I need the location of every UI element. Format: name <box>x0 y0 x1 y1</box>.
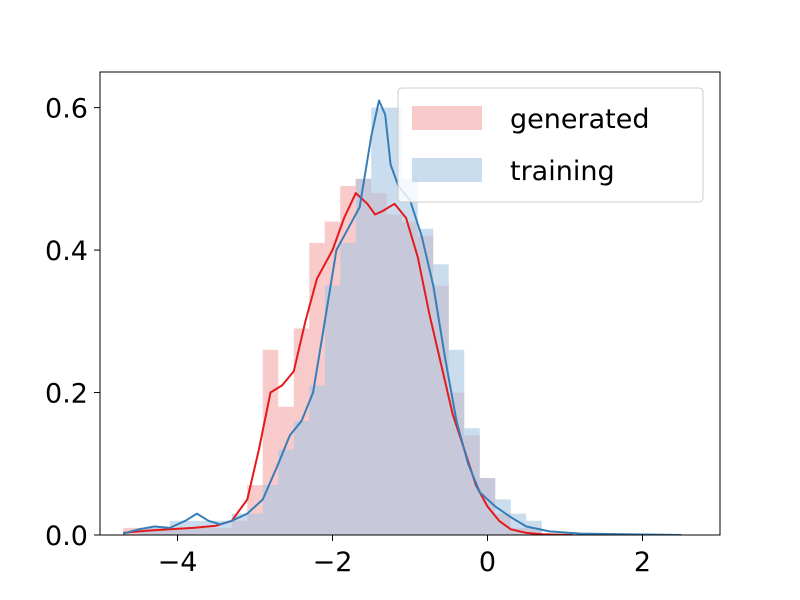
training-bar <box>402 178 418 535</box>
series-training <box>138 107 542 535</box>
training-bar <box>200 520 217 535</box>
training-bar <box>278 449 294 535</box>
y-tick-label: 0.6 <box>45 94 88 125</box>
x-axis: −4 −2 0 2 <box>158 535 651 578</box>
training-bar <box>293 421 310 535</box>
training-bar <box>262 485 279 535</box>
training-bar <box>386 107 403 535</box>
training-bar <box>433 264 449 535</box>
x-tick-label: −4 <box>158 547 198 578</box>
plot-frame <box>99 71 721 536</box>
training-density-line <box>122 99 682 535</box>
legend-swatch-generated <box>412 106 482 130</box>
plot-area <box>122 99 682 535</box>
training-bar <box>417 228 434 535</box>
x-tick-label: 0 <box>479 547 496 578</box>
training-bar <box>154 527 170 535</box>
x-tick-label: −2 <box>313 547 353 578</box>
x-tick-label: 2 <box>634 547 651 578</box>
training-bar <box>371 107 387 535</box>
legend-label-generated: generated <box>510 104 649 135</box>
training-bar <box>355 178 372 535</box>
y-tick-label: 0.0 <box>45 521 88 552</box>
legend-swatch-training <box>412 158 482 182</box>
generated-density-line <box>123 192 573 535</box>
y-tick-label: 0.2 <box>45 379 88 410</box>
training-bar <box>324 285 341 535</box>
training-bar <box>309 385 325 535</box>
training-bar <box>340 242 356 535</box>
training-bar <box>495 499 511 535</box>
y-tick-label: 0.4 <box>45 236 88 267</box>
legend-label-training: training <box>510 156 615 187</box>
training-bar <box>464 428 480 535</box>
legend: generated training <box>397 87 704 203</box>
training-bar <box>247 513 263 535</box>
y-axis: 0.0 0.2 0.4 0.6 <box>45 94 100 552</box>
